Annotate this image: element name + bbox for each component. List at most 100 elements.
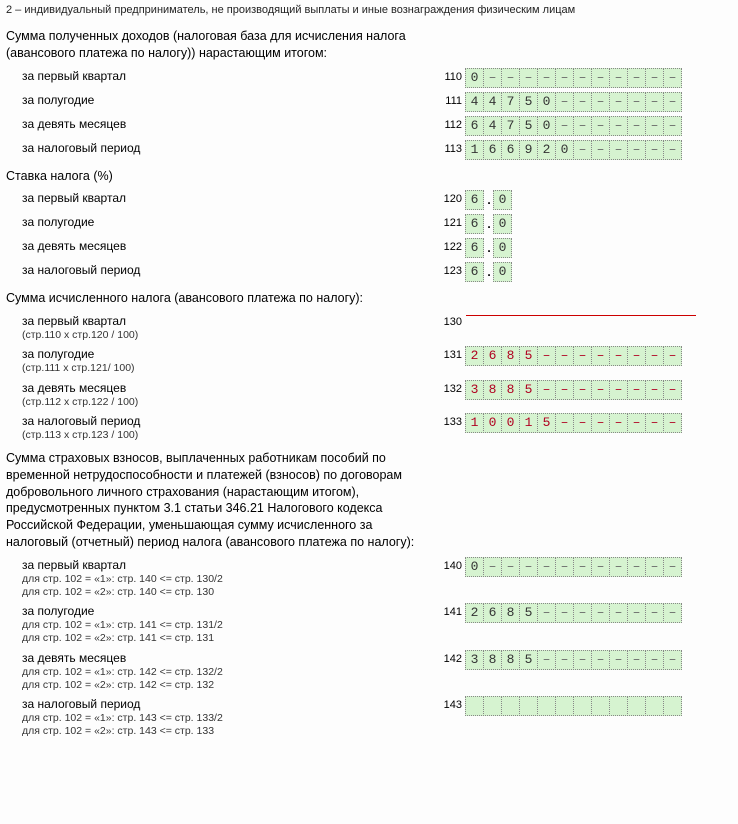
digit-cell: 6 <box>483 346 502 366</box>
digit-cell <box>537 696 556 716</box>
digit-cell: 8 <box>483 380 502 400</box>
digit-cell: – <box>663 346 682 366</box>
row-sublabel: (стр.111 x стр.121/ 100) <box>22 362 430 375</box>
digit-cell: 6 <box>465 190 484 210</box>
digit-cell: – <box>591 413 610 433</box>
row-sublabel: (стр.110 x стр.120 / 100) <box>22 329 430 342</box>
digit-cell: – <box>483 68 502 88</box>
digit-cell: 0 <box>493 190 512 210</box>
row-label: за полугодие <box>6 92 430 108</box>
digit-cell: 5 <box>537 413 556 433</box>
digit-cell: 0 <box>465 68 484 88</box>
line-code: 132 <box>430 380 466 395</box>
form-row: за налоговый период1236.0 <box>6 262 732 282</box>
digit-cell: – <box>519 557 538 577</box>
row-label: за девять месяцев(стр.112 x стр.122 / 10… <box>6 380 430 409</box>
section-tax-title: Сумма исчисленного налога (авансового пл… <box>6 290 426 307</box>
line-code: 130 <box>430 313 466 328</box>
digit-cell: – <box>645 380 664 400</box>
digit-cell <box>591 696 610 716</box>
digit-cell <box>501 696 520 716</box>
form-row: за первый квартал1206.0 <box>6 190 732 210</box>
row-label: за полугодиедля стр. 102 = «1»: стр. 141… <box>6 603 430 645</box>
row-label: за налоговый периоддля стр. 102 = «1»: с… <box>6 696 430 738</box>
digit-cell: – <box>573 413 592 433</box>
digit-cell: – <box>663 92 682 112</box>
digit-cell: – <box>555 380 574 400</box>
row-sublabel: для стр. 102 = «1»: стр. 143 <= стр. 133… <box>22 712 430 725</box>
line-code: 133 <box>430 413 466 428</box>
value-cells: 6.0 <box>466 238 512 258</box>
digit-cell: – <box>609 346 628 366</box>
digit-cell: 8 <box>501 346 520 366</box>
row-sublabel: для стр. 102 = «2»: стр. 141 <= стр. 131 <box>22 632 430 645</box>
row-sublabel: для стр. 102 = «1»: стр. 140 <= стр. 130… <box>22 573 430 586</box>
digit-cell: – <box>609 68 628 88</box>
line-code: 143 <box>430 696 466 711</box>
digit-cell: – <box>591 557 610 577</box>
digit-cell: 6 <box>465 116 484 136</box>
digit-cell: – <box>645 603 664 623</box>
line-code: 121 <box>430 214 466 229</box>
digit-cell: 7 <box>501 92 520 112</box>
digit-cell: – <box>663 68 682 88</box>
digit-cell: 0 <box>483 413 502 433</box>
digit-cell: – <box>645 650 664 670</box>
form-row: за налоговый периоддля стр. 102 = «1»: с… <box>6 696 732 738</box>
form-row: за первый кварталдля стр. 102 = «1»: стр… <box>6 557 732 599</box>
digit-cell: – <box>645 140 664 160</box>
digit-cell: – <box>645 346 664 366</box>
digit-cell: – <box>591 380 610 400</box>
digit-cell: – <box>555 650 574 670</box>
digit-cell: – <box>591 140 610 160</box>
digit-cell: – <box>609 380 628 400</box>
digit-cell: – <box>591 68 610 88</box>
section-income-title: Сумма полученных доходов (налоговая база… <box>6 28 426 62</box>
digit-cell: – <box>663 650 682 670</box>
digit-cell: 0 <box>537 92 556 112</box>
digit-cell: 7 <box>501 116 520 136</box>
digit-cell: – <box>663 413 682 433</box>
digit-cell: – <box>573 603 592 623</box>
digit-cell: – <box>555 92 574 112</box>
value-cells: 2685–––––––– <box>466 603 682 623</box>
digit-cell: – <box>609 140 628 160</box>
digit-cell: – <box>573 380 592 400</box>
digit-cell: – <box>609 650 628 670</box>
digit-cell: 6 <box>465 214 484 234</box>
digit-cell: – <box>663 557 682 577</box>
value-cells: 44750––––––– <box>466 92 682 112</box>
digit-cell: 0 <box>493 214 512 234</box>
digit-cell: 5 <box>519 346 538 366</box>
digit-cell: 6 <box>465 238 484 258</box>
digit-cell: 4 <box>483 116 502 136</box>
top-note: 2 – индивидуальный предприниматель, не п… <box>6 4 732 18</box>
digit-cell: – <box>537 650 556 670</box>
digit-cell: 6 <box>465 262 484 282</box>
digit-cell: 8 <box>501 603 520 623</box>
value-cells: 6.0 <box>466 214 512 234</box>
digit-cell: – <box>609 116 628 136</box>
digit-cell: – <box>591 116 610 136</box>
digit-cell: – <box>555 603 574 623</box>
digit-cell: – <box>627 346 646 366</box>
form-row: за девять месяцев11264750––––––– <box>6 116 732 136</box>
value-cells: 3885–––––––– <box>466 380 682 400</box>
digit-cell: – <box>663 380 682 400</box>
digit-cell: – <box>501 68 520 88</box>
digit-cell: – <box>573 116 592 136</box>
row-sublabel: для стр. 102 = «2»: стр. 140 <= стр. 130 <box>22 586 430 599</box>
line-code: 111 <box>430 92 466 107</box>
digit-cell: 2 <box>465 603 484 623</box>
digit-cell <box>645 696 664 716</box>
digit-cell: – <box>645 92 664 112</box>
digit-cell: – <box>537 557 556 577</box>
digit-cell: – <box>609 92 628 112</box>
digit-cell: – <box>645 413 664 433</box>
digit-cell: – <box>573 92 592 112</box>
row-sublabel: для стр. 102 = «1»: стр. 142 <= стр. 132… <box>22 666 430 679</box>
digit-cell <box>555 696 574 716</box>
row-label: за первый кварталдля стр. 102 = «1»: стр… <box>6 557 430 599</box>
digit-cell: – <box>555 68 574 88</box>
form-row: за девять месяцев(стр.112 x стр.122 / 10… <box>6 380 732 409</box>
